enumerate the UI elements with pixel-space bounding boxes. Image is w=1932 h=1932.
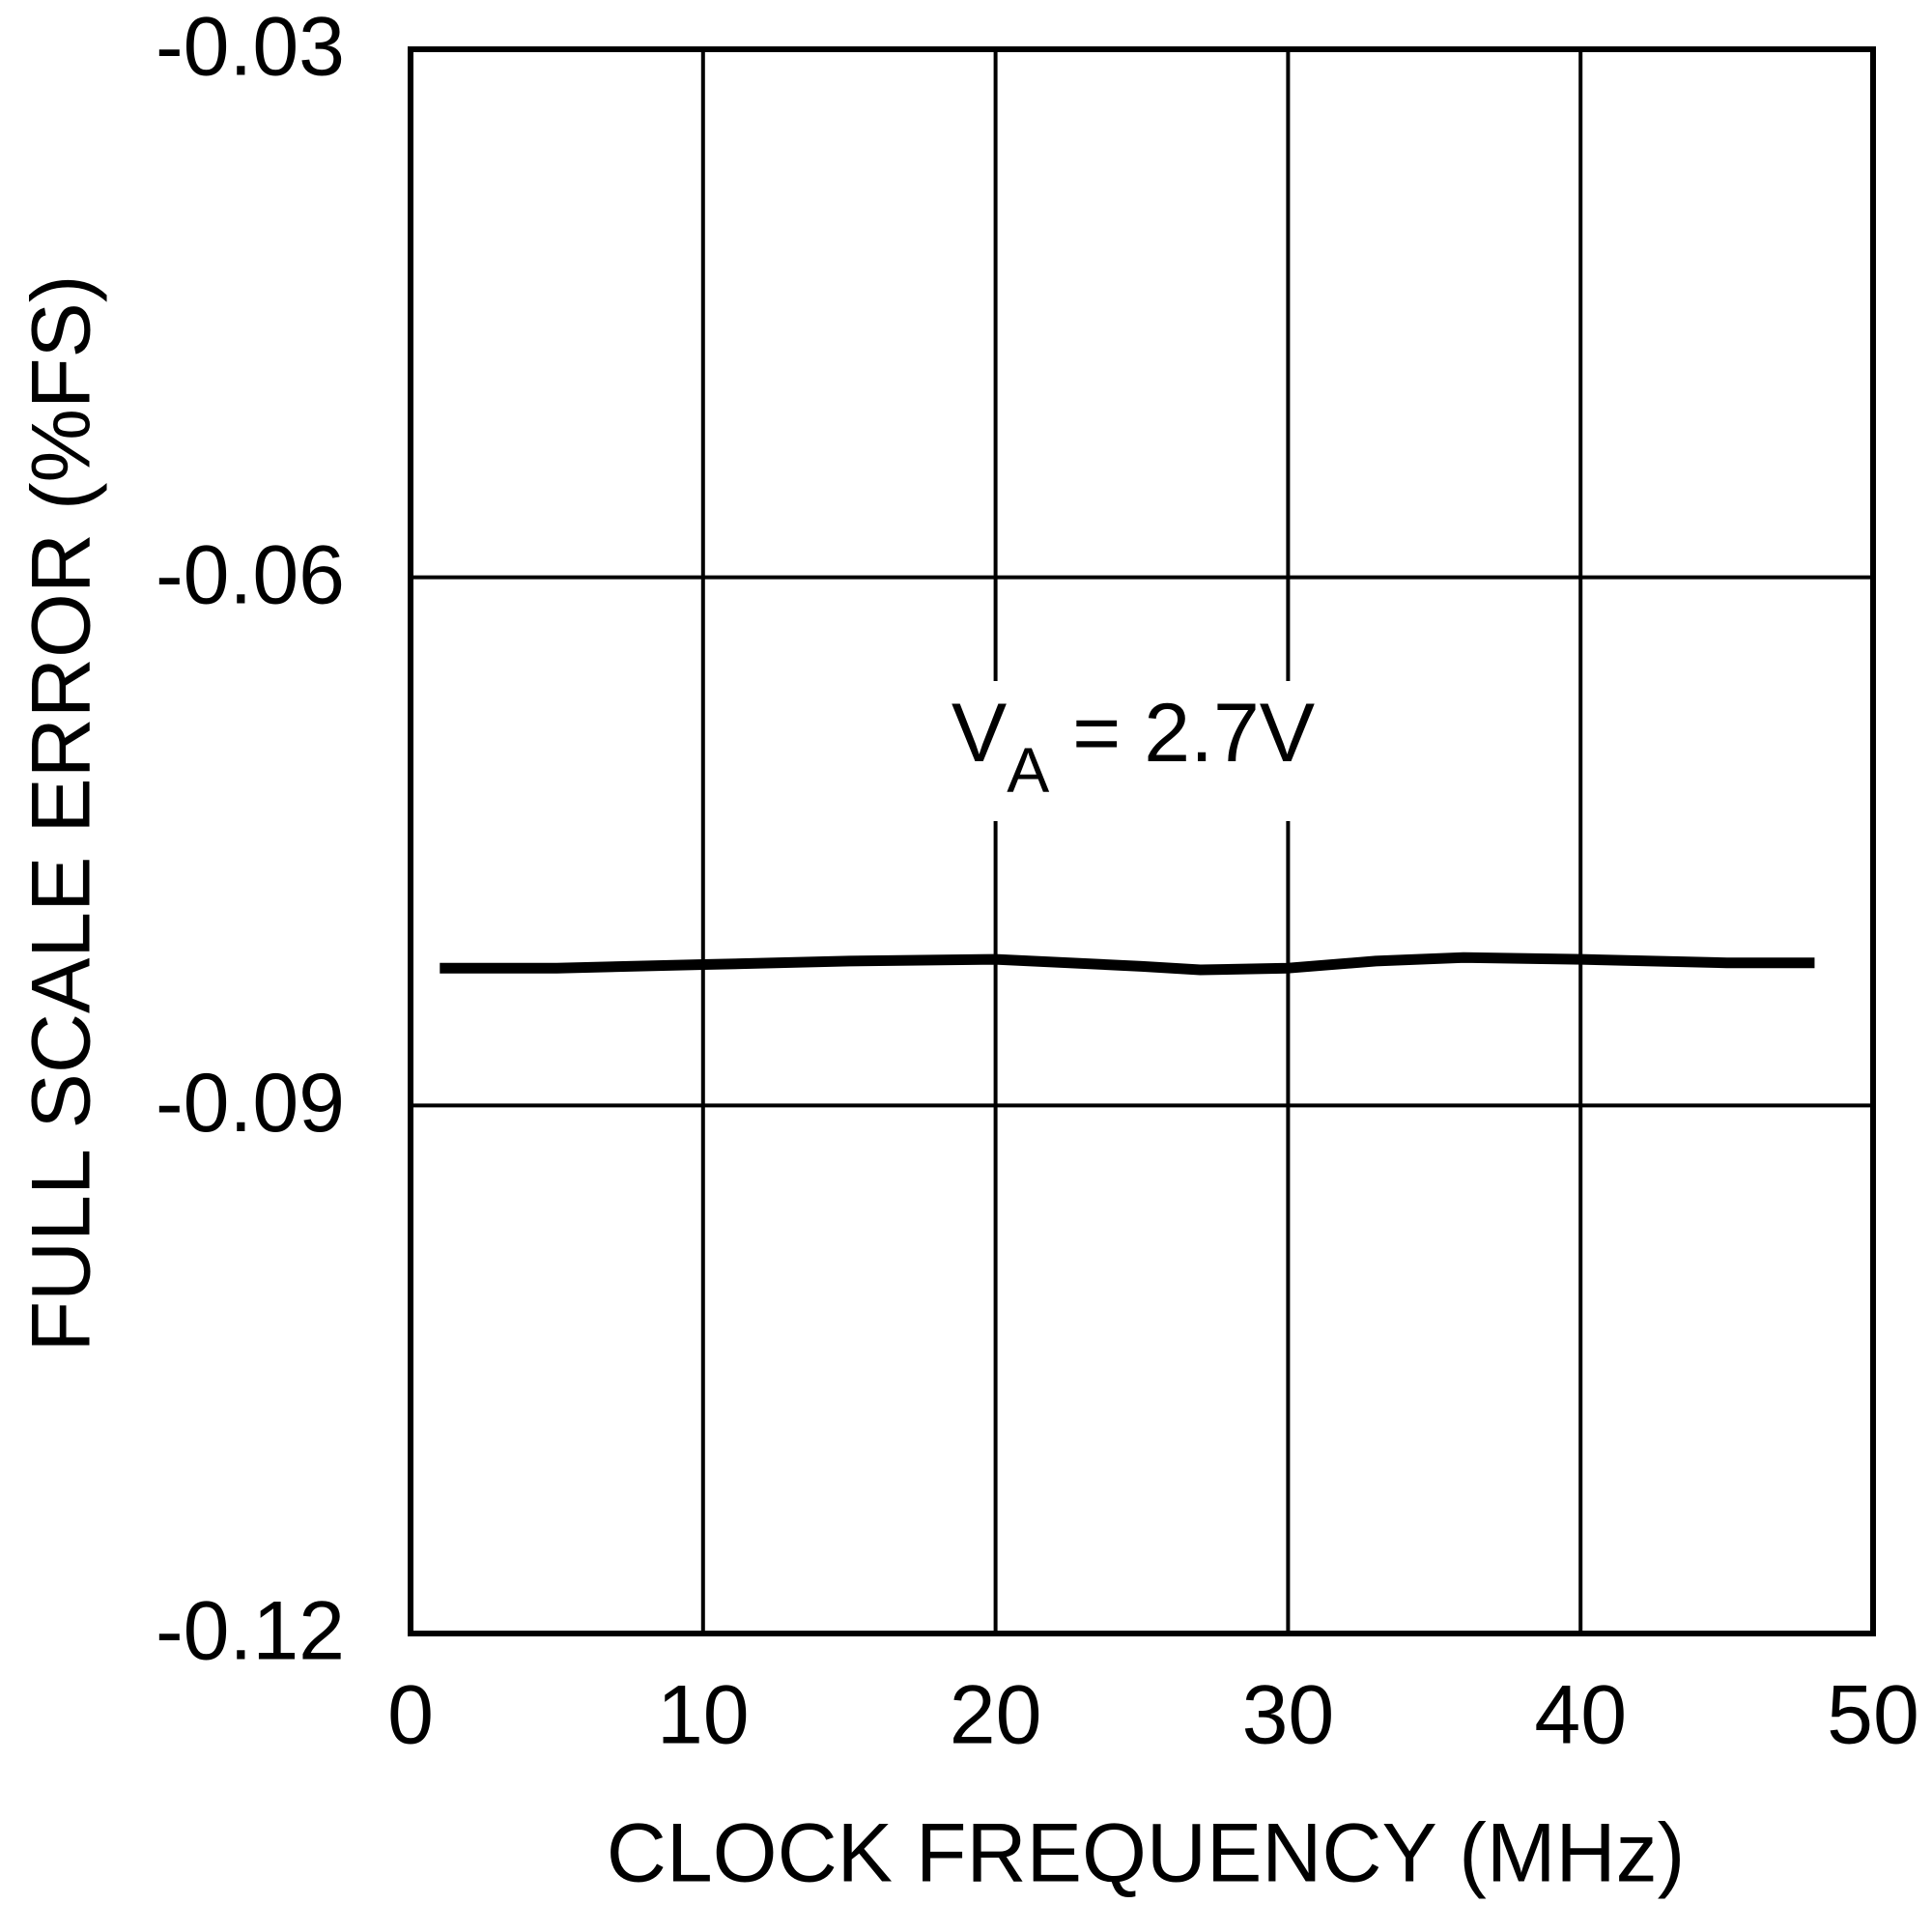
annotation-part: A	[1007, 734, 1049, 806]
annotation-part: = 2.7V	[1049, 687, 1315, 780]
annotation-background	[930, 681, 1336, 821]
x-tick-label: 20	[950, 1669, 1042, 1762]
annotation: VA = 2.7V	[952, 687, 1315, 807]
data-line	[440, 952, 1815, 976]
x-tick-label: 10	[657, 1669, 750, 1762]
y-tick-label: -0.06	[156, 528, 345, 621]
y-tick-label: -0.03	[156, 1, 345, 94]
y-axis-title: FULL SCALE ERROR (%FS)	[15, 274, 108, 1351]
plot-frame	[408, 46, 1876, 1636]
annotation-part: V	[952, 687, 1007, 780]
y-tick-label: -0.12	[156, 1585, 345, 1678]
x-tick-label: 30	[1242, 1669, 1335, 1762]
x-tick-label: 40	[1534, 1669, 1627, 1762]
x-tick-label: 0	[387, 1669, 434, 1762]
x-axis-title: CLOCK FREQUENCY (MHz)	[607, 1807, 1686, 1900]
y-tick-label: -0.09	[156, 1057, 345, 1150]
x-tick-label: 50	[1827, 1669, 1919, 1762]
